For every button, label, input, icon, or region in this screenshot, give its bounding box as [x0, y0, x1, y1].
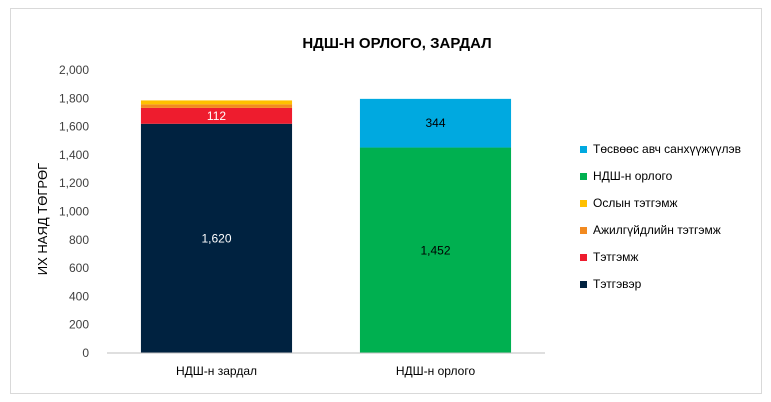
y-tick-label: 0: [82, 346, 89, 360]
legend-swatch: [580, 254, 587, 261]
bar-segment: [140, 107, 293, 124]
bar-segment: [359, 147, 512, 353]
y-axis-label: ИХ НАЯД ТӨГРӨГ: [35, 163, 50, 275]
legend-swatch: [580, 146, 587, 153]
legend-entry: Тэтгэмж: [593, 250, 638, 264]
data-label: 112: [207, 109, 226, 123]
data-label: 344: [425, 116, 445, 130]
chart-title: НДШ-Н ОРЛОГО, ЗАРДАЛ: [302, 35, 491, 52]
legend-entry: Ослын тэтгэмж: [593, 196, 678, 210]
chart-frame: НДШ-Н ОРЛОГО, ЗАРДАЛ ИХ НАЯД ТӨГРӨГ 0 200…: [10, 8, 762, 394]
chart: НДШ-Н ОРЛОГО, ЗАРДАЛ ИХ НАЯД ТӨГРӨГ 0 200…: [35, 35, 741, 378]
y-tick-label: 200: [69, 318, 89, 332]
y-tick-label: 2,000: [59, 63, 89, 77]
legend-entry: Тэтгэвэр: [593, 277, 642, 291]
bar-segment: [140, 100, 293, 105]
bar-segment: [140, 123, 293, 354]
x-tick-label: НДШ-н орлого: [396, 364, 476, 378]
y-axis-ticks: 0 200 400 600 800 1,000 1,200 1,400 1,600 1,800 2,…: [59, 63, 89, 360]
x-tick-label: НДШ-н зардал: [176, 364, 257, 378]
x-axis-ticks: НДШ-н зардал НДШ-н орлого: [176, 364, 475, 378]
bar-segment: [359, 98, 512, 148]
y-tick-label: 1,600: [59, 120, 89, 134]
legend-swatch: [580, 200, 587, 207]
y-tick-label: 800: [69, 233, 89, 247]
legend-swatch: [580, 173, 587, 180]
y-tick-label: 400: [69, 289, 89, 303]
y-tick-label: 1,800: [59, 91, 89, 105]
y-tick-label: 1,000: [59, 205, 89, 219]
legend-swatch: [580, 227, 587, 234]
legend-entry: НДШ-н орлого: [593, 169, 673, 183]
bar-segment: [140, 104, 293, 108]
data-labels: 1,620 112 1,452 344: [201, 109, 450, 257]
legend-swatch: [580, 281, 587, 288]
legend: Төсвөөс авч санхүүжүүлэв НДШ-н орлого Ослы…: [580, 142, 741, 291]
y-tick-label: 600: [69, 261, 89, 275]
y-tick-label: 1,400: [59, 148, 89, 162]
legend-entry: Ажилгүйдлийн тэтгэмж: [593, 223, 721, 237]
data-label: 1,620: [201, 231, 231, 245]
legend-entry: Төсвөөс авч санхүүжүүлэв: [593, 142, 741, 156]
data-label: 1,452: [420, 243, 450, 257]
bars: [140, 98, 512, 354]
y-tick-label: 1,200: [59, 176, 89, 190]
